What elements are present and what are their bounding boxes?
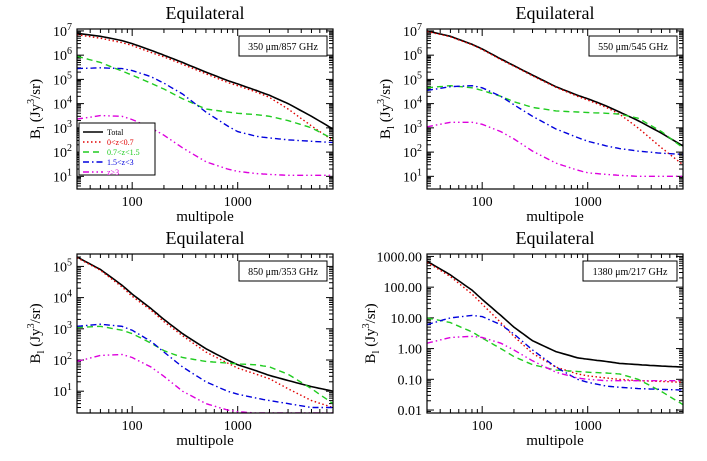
annotation-box [238,35,328,57]
plot-frame [426,28,684,190]
y-tick-label: 102 [403,143,422,161]
y-tick-label: 102 [53,351,72,369]
y-tick-label: 0.01 [398,404,423,419]
y-tick-label: 102 [53,143,72,161]
series-line-1-5-z-3 [427,84,683,156]
legend-label: 0.7<z<1.5 [107,148,140,157]
series-line-0-7-z-1-5 [427,84,683,149]
chart-title: Equilateral [166,228,245,248]
series-line-0-z-0-7 [427,261,683,383]
series-line-1-5-z-3 [77,67,333,144]
series-line-total [427,260,683,368]
y-tick-label: 105 [53,257,72,275]
y-tick-label: 10.00 [391,312,423,327]
y-tick-label: 107 [403,22,422,40]
series-line-total [77,32,333,130]
annotation-box [582,260,678,282]
series-line-z-3 [427,335,683,382]
annotation-text: 350 μm/857 GHz [248,42,318,53]
y-tick-label: 101 [403,167,422,185]
legend-label: 0<z<0.7 [107,138,134,147]
annotation-text: 1380 μm/217 GHz [593,267,668,278]
annotation-box [238,260,328,282]
x-tick-label: 100 [472,195,493,210]
plot-frame [76,253,334,414]
y-tick-label: 106 [403,46,422,64]
chart-title: Equilateral [516,228,595,248]
x-axis-label: multipole [526,433,584,449]
x-tick-label: 1000 [574,195,602,210]
series-line-0-7-z-1-5 [427,317,683,406]
x-tick-label: 1000 [574,419,602,434]
chart-title: Equilateral [166,3,245,23]
series-line-1-5-z-3 [77,323,333,409]
series-line-z-3 [77,114,333,176]
series-group [77,32,333,176]
series-group [77,256,333,413]
y-tick-label: 104 [53,95,72,113]
y-tick-label: 104 [53,289,72,307]
series-line-0-7-z-1-5 [77,325,333,405]
x-axis-label: multipole [176,433,234,449]
plot-frame [76,28,334,190]
y-tick-label: 0.10 [398,373,423,388]
annotation-text: 850 μm/353 GHz [248,267,318,278]
y-axis-label: Bl (Jy3/sr) [376,79,397,139]
legend-label: Total [107,128,124,137]
y-axis-label: Bl (Jy3/sr) [26,303,47,363]
y-tick-label: 1.00 [398,343,423,358]
annotation-text: 550 μm/545 GHz [598,42,668,53]
series-line-1-5-z-3 [427,314,683,391]
series-group [427,260,683,406]
series-line-total [77,256,333,392]
x-axis-label: multipole [176,209,234,225]
y-tick-label: 104 [403,95,422,113]
y-tick-label: 101 [53,167,72,185]
chart-title: Equilateral [516,3,595,23]
legend-label: z>3 [107,168,119,177]
y-axis-label: Bl (Jy3/sr) [26,79,47,139]
y-tick-label: 103 [53,119,72,137]
series-line-0-7-z-1-5 [77,55,333,140]
series-group [427,30,683,177]
y-tick-label: 101 [53,382,72,400]
series-line-0-z-0-7 [77,257,333,409]
y-tick-label: 105 [403,70,422,88]
y-axis-label: Bl (Jy3/sr) [361,303,382,363]
x-axis-label: multipole [526,209,584,225]
x-tick-label: 100 [472,419,493,434]
series-line-0-z-0-7 [77,34,333,142]
x-tick-label: 100 [122,195,143,210]
x-tick-label: 1000 [224,419,252,434]
y-tick-label: 107 [53,22,72,40]
x-tick-label: 1000 [224,195,252,210]
series-line-z-3 [427,121,683,177]
y-tick-label: 105 [53,70,72,88]
x-tick-label: 100 [122,419,143,434]
y-tick-label: 100.00 [384,281,423,296]
plot-frame [426,253,684,414]
y-tick-label: 1000.00 [377,250,423,265]
series-line-0-z-0-7 [427,30,683,166]
legend-label: 1.5<z<3 [107,158,134,167]
annotation-box [588,35,678,57]
y-tick-label: 103 [403,119,422,137]
y-tick-label: 103 [53,320,72,338]
y-tick-label: 106 [53,46,72,64]
series-line-z-3 [77,353,333,413]
